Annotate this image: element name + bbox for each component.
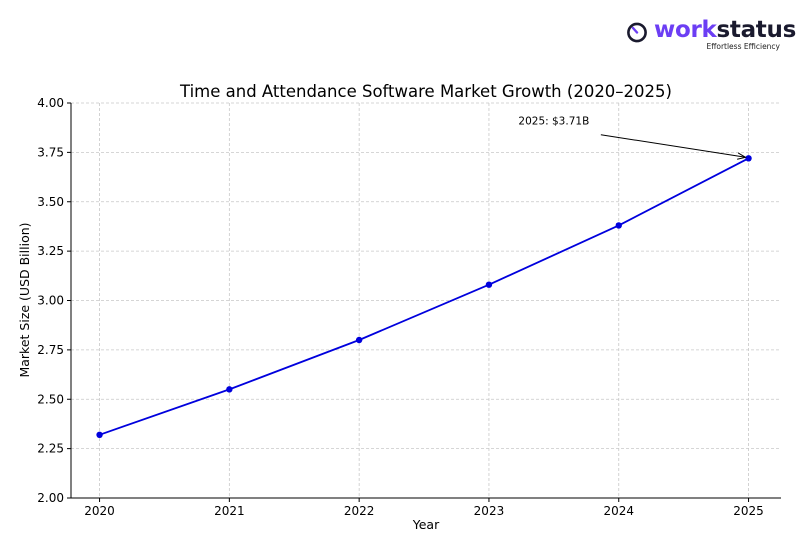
logo-wordmark-work: work (654, 17, 717, 43)
x-axis-label: Year (412, 517, 440, 532)
y-tick-label: 2.25 (37, 442, 64, 456)
x-tick-label: 2020 (84, 504, 115, 518)
annotation-label: 2025: $3.71B (518, 116, 589, 128)
data-point-2020 (96, 431, 103, 438)
logo-tagline: Effortless Efficiency (706, 42, 780, 51)
data-point-2024 (615, 222, 622, 229)
y-tick-label: 3.25 (37, 244, 64, 258)
grid (71, 102, 781, 499)
x-tick-label: 2025 (733, 504, 764, 518)
y-tick-label: 2.50 (37, 392, 64, 406)
y-tick-label: 2.00 (37, 491, 64, 505)
stopwatch-icon (627, 22, 647, 43)
y-tick-label: 3.75 (37, 145, 64, 159)
y-tick-label: 3.00 (37, 294, 64, 308)
y-axis-label: Market Size (USD Billion) (17, 222, 32, 377)
x-tick-label: 2024 (603, 504, 634, 518)
x-tick-label: 2022 (344, 504, 375, 518)
data-point-2025 (745, 155, 752, 162)
y-tick-label: 4.00 (37, 96, 64, 110)
y-tick-label: 3.50 (37, 195, 64, 209)
tick-labels: 2020 2021 2022 2023 2024 2025 2.00 2.25 2.50 2.75… (37, 96, 764, 518)
annotation-arrow-shaft (600, 134, 746, 158)
series-line (99, 157, 749, 436)
logo-wordmark: workstatus (654, 15, 796, 45)
data-point-2022 (355, 336, 363, 344)
x-tick-label: 2021 (214, 504, 245, 518)
annotation-arrow-head (737, 152, 747, 160)
data-point-2021 (226, 386, 233, 393)
workstatus-logo: workstatus Effortless Efficiency (622, 17, 796, 54)
data-point-2023 (485, 281, 493, 288)
x-tick-label: 2023 (474, 504, 505, 518)
y-tick-label: 2.75 (37, 343, 64, 357)
annotation: 2025: $3.71B (518, 116, 747, 160)
logo-wordmark-status: status (716, 17, 797, 43)
chart-title: Time and Attendance Software Market Grow… (179, 82, 672, 101)
series (96, 155, 752, 438)
